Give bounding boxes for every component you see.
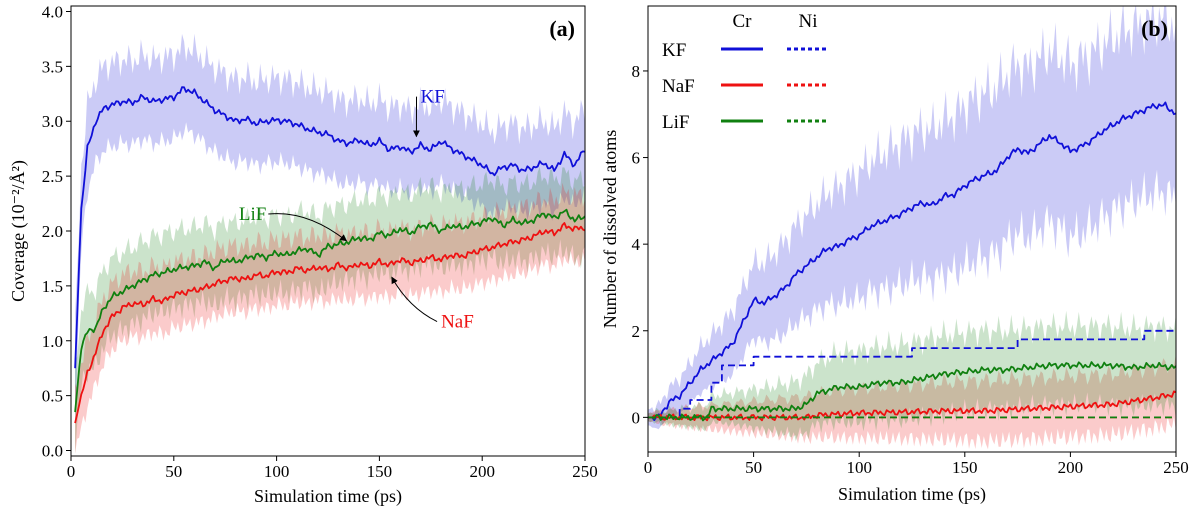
panel-a-label: (a) xyxy=(549,16,575,41)
annotation-naf: NaF xyxy=(441,312,474,333)
annotation-arrow-lif xyxy=(268,213,348,242)
panel-b-xlabel: Simulation time (ps) xyxy=(838,484,986,505)
y-tick-label: 2.5 xyxy=(42,167,63,186)
y-tick-label: 3.0 xyxy=(42,112,63,131)
legend-label-naf: NaF xyxy=(662,76,695,97)
x-tick-label: 100 xyxy=(846,458,872,477)
panel-b-label: (b) xyxy=(1141,16,1168,41)
legend-header-cr: Cr xyxy=(733,11,753,32)
band-kf xyxy=(75,33,585,424)
line-kf-ni xyxy=(648,329,1176,419)
panel-a-xlabel: Simulation time (ps) xyxy=(254,486,402,507)
line-kf-cr xyxy=(648,101,1176,422)
y-tick-label: 1.5 xyxy=(42,277,63,296)
x-tick-label: 250 xyxy=(572,462,598,481)
x-tick-label: 100 xyxy=(264,462,290,481)
panel-b-ylabel: Number of dissolved atoms xyxy=(600,130,620,328)
y-tick-label: 4.0 xyxy=(42,2,63,21)
panel-a-lines xyxy=(74,86,585,424)
legend-header-ni: Ni xyxy=(799,11,818,32)
panel-a: 0 50 100 150 200 250 0.0 0.5 1.0 1.5 2.0 2.5 3.0 3.5 4… xyxy=(8,2,598,507)
y-tick-label: 1.0 xyxy=(42,332,63,351)
legend-label-kf: KF xyxy=(662,40,686,61)
x-tick-label: 200 xyxy=(469,462,495,481)
panel-a-annotations: KF LiF NaF xyxy=(239,87,474,333)
panel-b-ticks: 0 50 100 150 200 250 0 2 4 6 8 xyxy=(632,62,1189,477)
panel-b-frame xyxy=(647,5,1177,453)
band-lif xyxy=(75,166,585,454)
y-tick-label: 0.0 xyxy=(42,442,63,461)
y-tick-label: 2.0 xyxy=(42,222,63,241)
legend-label-lif: LiF xyxy=(662,112,689,133)
annotation-kf: KF xyxy=(421,87,445,108)
y-tick-label: 6 xyxy=(632,149,641,168)
panel-a-frame xyxy=(70,5,586,457)
panel-b: 0 50 100 150 200 250 0 2 4 6 8 (b) Simulation time… xyxy=(600,5,1189,505)
y-tick-label: 0.5 xyxy=(42,387,63,406)
x-tick-label: 150 xyxy=(952,458,978,477)
panel-a-ticks: 0 50 100 150 200 250 0.0 0.5 1.0 1.5 2.0 2.5 3.0 3.5 4… xyxy=(42,2,598,481)
line-lif-cr xyxy=(648,361,1176,422)
line-kf xyxy=(74,86,585,369)
y-tick-label: 4 xyxy=(632,235,641,254)
y-tick-label: 2 xyxy=(632,322,641,341)
x-tick-label: 200 xyxy=(1058,458,1084,477)
band-lif-cr xyxy=(648,310,1176,442)
panel-b-lines xyxy=(648,101,1176,422)
band-kf-cr xyxy=(648,6,1176,430)
line-lif xyxy=(74,208,585,413)
line-naf xyxy=(74,222,585,424)
y-tick-label: 3.5 xyxy=(42,57,63,76)
y-tick-label: 8 xyxy=(632,62,641,81)
panel-b-legend: Cr Ni KF NaF LiF xyxy=(662,11,829,133)
x-tick-label: 250 xyxy=(1163,458,1189,477)
x-tick-label: 50 xyxy=(745,458,762,477)
annotation-lif: LiF xyxy=(239,204,266,225)
x-tick-label: 150 xyxy=(367,462,393,481)
x-tick-label: 0 xyxy=(67,462,76,481)
x-tick-label: 50 xyxy=(165,462,182,481)
panel-a-ylabel: Coverage (10⁻²/Å²) xyxy=(8,160,29,302)
y-tick-label: 0 xyxy=(632,408,641,427)
band-naf-cr xyxy=(648,353,1176,450)
band-naf xyxy=(75,182,585,454)
annotation-arrow-naf xyxy=(391,276,438,323)
x-tick-label: 0 xyxy=(644,458,653,477)
panel-b-bands xyxy=(648,6,1176,450)
panel-a-bands xyxy=(75,33,585,454)
